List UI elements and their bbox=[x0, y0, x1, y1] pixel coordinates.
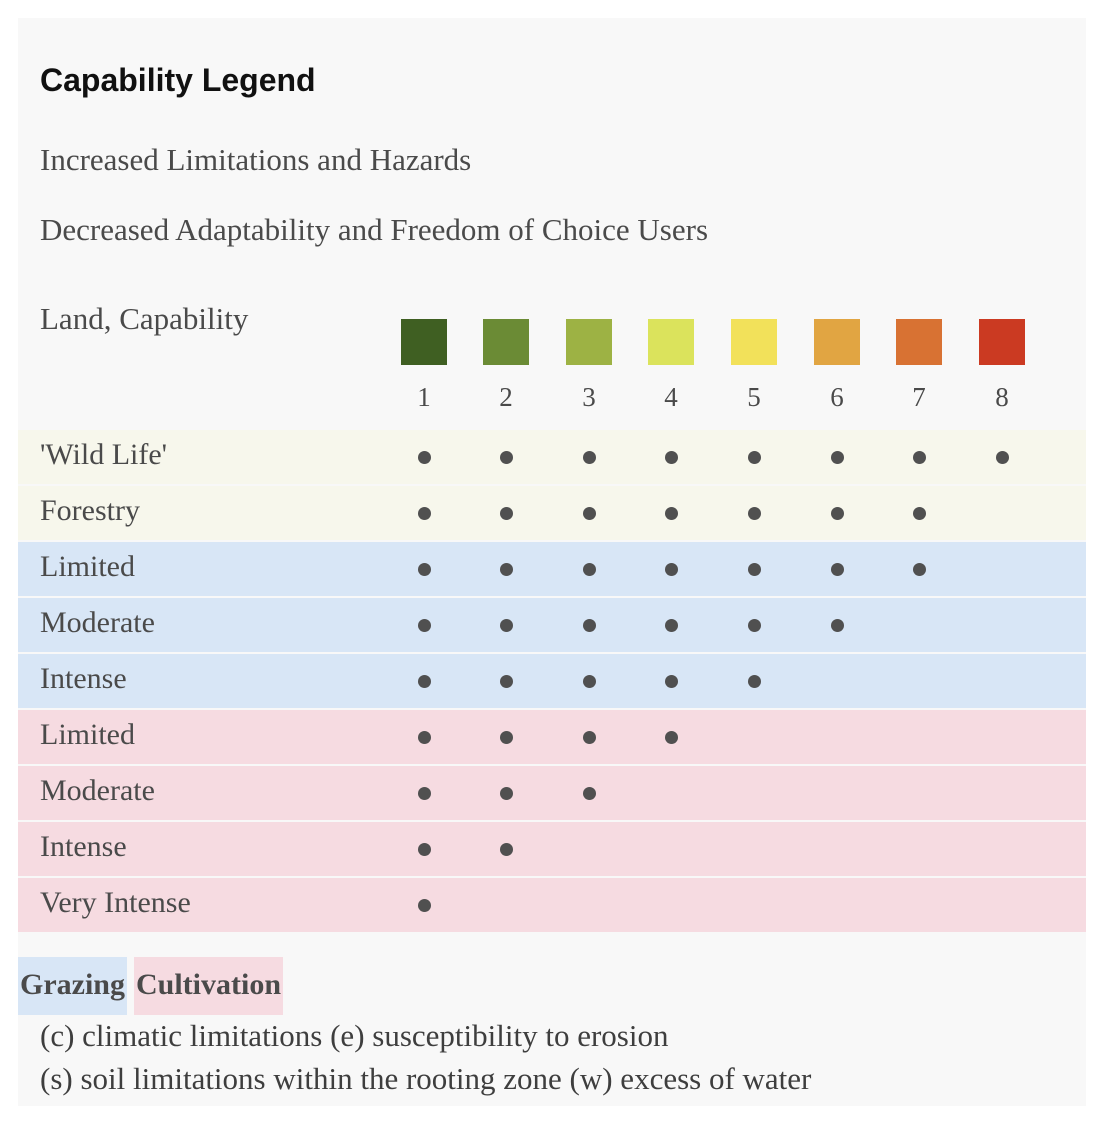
suitability-dot-class-1 bbox=[418, 507, 431, 520]
class-4-swatch bbox=[648, 319, 694, 365]
cultivation-key: Cultivation bbox=[134, 957, 284, 1015]
suitability-dot-class-1 bbox=[418, 451, 431, 464]
suitability-dot-class-4 bbox=[665, 675, 678, 688]
suitability-dot-class-7 bbox=[913, 563, 926, 576]
subtitle-adaptability: Decreased Adaptability and Freedom of Ch… bbox=[40, 212, 709, 247]
suitability-dot-class-1 bbox=[418, 731, 431, 744]
class-7-swatch bbox=[896, 319, 942, 365]
suitability-dot-class-2 bbox=[500, 507, 513, 520]
class-4-number: 4 bbox=[664, 382, 678, 412]
row-label: 'Wild Life' bbox=[40, 438, 168, 471]
row-label: Intense bbox=[40, 830, 127, 863]
row-cultivation-very-intense: Very Intense bbox=[18, 878, 1086, 932]
suitability-dot-class-1 bbox=[418, 787, 431, 800]
suitability-dot-class-6 bbox=[831, 507, 844, 520]
row-label: Forestry bbox=[40, 494, 140, 527]
row-label: Limited bbox=[40, 718, 135, 751]
class-2-number: 2 bbox=[499, 382, 513, 412]
suitability-dot-class-2 bbox=[500, 731, 513, 744]
suitability-dot-class-7 bbox=[913, 507, 926, 520]
land-capability-label: Land, Capability bbox=[40, 301, 249, 336]
class-6-number: 6 bbox=[830, 382, 844, 412]
suitability-dot-class-5 bbox=[748, 451, 761, 464]
suitability-dot-class-3 bbox=[583, 451, 596, 464]
suitability-dot-class-1 bbox=[418, 619, 431, 632]
suitability-dot-class-4 bbox=[665, 731, 678, 744]
suitability-dot-class-5 bbox=[748, 619, 761, 632]
suitability-dot-class-4 bbox=[665, 507, 678, 520]
suitability-dot-class-3 bbox=[583, 619, 596, 632]
suitability-dot-class-6 bbox=[831, 451, 844, 464]
land-use-table: 'Wild Life' Forestry Limited Moderate Intens… bbox=[18, 430, 1086, 934]
suitability-dot-class-3 bbox=[583, 675, 596, 688]
suitability-dot-class-2 bbox=[500, 787, 513, 800]
row-label: Limited bbox=[40, 550, 135, 583]
row-grazing-intense: Intense bbox=[18, 654, 1086, 708]
class-8-swatch bbox=[979, 319, 1025, 365]
note-soil-water: (s) soil limitations within the rooting … bbox=[40, 1061, 812, 1096]
suitability-dot-class-5 bbox=[748, 675, 761, 688]
class-6-swatch bbox=[814, 319, 860, 365]
suitability-dot-class-1 bbox=[418, 675, 431, 688]
row-cultivation-intense: Intense bbox=[18, 822, 1086, 876]
row-general-wild-life: 'Wild Life' bbox=[18, 430, 1086, 484]
suitability-dot-class-5 bbox=[748, 507, 761, 520]
note-climatic-erosion: (c) climatic limitations (e) susceptibil… bbox=[40, 1018, 669, 1053]
suitability-dot-class-1 bbox=[418, 899, 431, 912]
class-3-number: 3 bbox=[582, 382, 596, 412]
class-3-swatch bbox=[566, 319, 612, 365]
suitability-dot-class-2 bbox=[500, 675, 513, 688]
suitability-dot-class-5 bbox=[748, 563, 761, 576]
legend-title: Capability Legend bbox=[40, 62, 316, 98]
suitability-dot-class-8 bbox=[996, 451, 1009, 464]
row-general-forestry: Forestry bbox=[18, 486, 1086, 540]
suitability-dot-class-3 bbox=[583, 507, 596, 520]
suitability-dot-class-2 bbox=[500, 563, 513, 576]
class-1-swatch bbox=[401, 319, 447, 365]
suitability-dot-class-7 bbox=[913, 451, 926, 464]
row-cultivation-limited: Limited bbox=[18, 710, 1086, 764]
suitability-dot-class-4 bbox=[665, 619, 678, 632]
class-5-number: 5 bbox=[747, 382, 761, 412]
row-label: Very Intense bbox=[40, 886, 191, 919]
class-8-number: 8 bbox=[995, 382, 1009, 412]
suitability-dot-class-1 bbox=[418, 563, 431, 576]
class-2-swatch bbox=[483, 319, 529, 365]
subtitle-limitations: Increased Limitations and Hazards bbox=[40, 142, 472, 177]
suitability-dot-class-6 bbox=[831, 563, 844, 576]
suitability-dot-class-1 bbox=[418, 843, 431, 856]
suitability-dot-class-3 bbox=[583, 787, 596, 800]
suitability-dot-class-4 bbox=[665, 563, 678, 576]
grazing-key: Grazing bbox=[18, 957, 127, 1015]
row-label: Moderate bbox=[40, 774, 155, 807]
suitability-dot-class-4 bbox=[665, 451, 678, 464]
row-label: Intense bbox=[40, 662, 127, 695]
suitability-dot-class-2 bbox=[500, 619, 513, 632]
row-cultivation-moderate: Moderate bbox=[18, 766, 1086, 820]
row-grazing-moderate: Moderate bbox=[18, 598, 1086, 652]
suitability-dot-class-3 bbox=[583, 563, 596, 576]
suitability-dot-class-3 bbox=[583, 731, 596, 744]
suitability-dot-class-6 bbox=[831, 619, 844, 632]
row-grazing-limited: Limited bbox=[18, 542, 1086, 596]
class-1-number: 1 bbox=[417, 382, 431, 412]
row-label: Moderate bbox=[40, 606, 155, 639]
class-5-swatch bbox=[731, 319, 777, 365]
class-7-number: 7 bbox=[912, 382, 926, 412]
suitability-dot-class-2 bbox=[500, 843, 513, 856]
suitability-dot-class-2 bbox=[500, 451, 513, 464]
